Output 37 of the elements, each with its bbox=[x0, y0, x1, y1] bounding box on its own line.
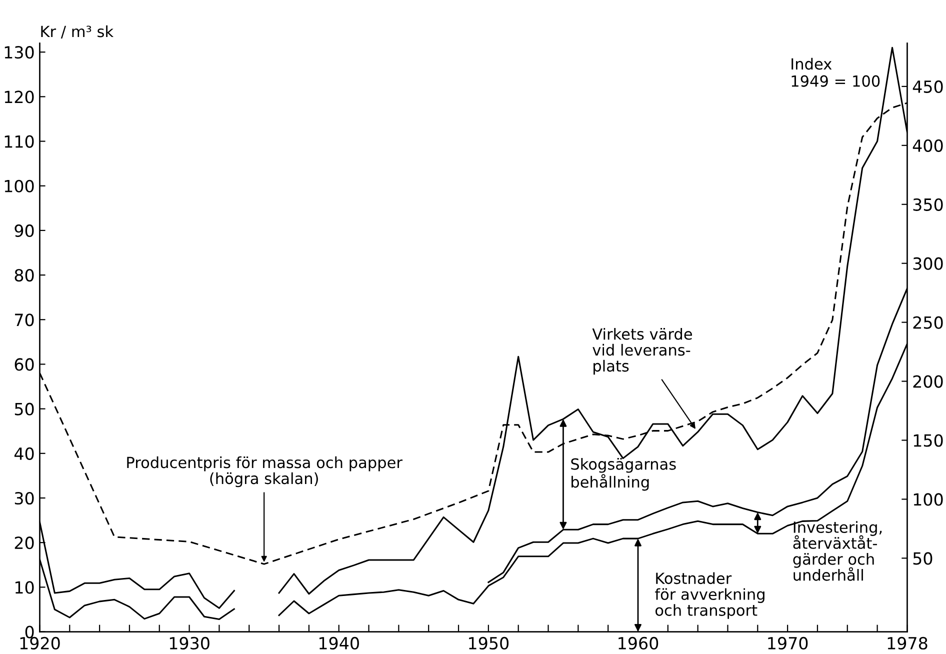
y-tick-label: 80 bbox=[14, 269, 34, 282]
y2-tick-label: 400 bbox=[912, 139, 943, 152]
y-tick-label: 10 bbox=[15, 581, 34, 594]
y2-tick-label: 250 bbox=[913, 316, 943, 329]
x-tick-label: 1978 bbox=[888, 636, 928, 650]
x-tick-label: 1960 bbox=[618, 636, 658, 650]
y-axis-title: Kr / m³ sk bbox=[41, 25, 114, 38]
y-tick-label: 20 bbox=[14, 536, 34, 550]
y2-axis-title: Index 1949 = 100 bbox=[792, 58, 880, 87]
annotation: Virkets värde vid leverans- plats bbox=[592, 328, 692, 375]
x-tick-label: 1930 bbox=[170, 636, 210, 650]
y2-tick-label: 300 bbox=[913, 257, 943, 270]
y-tick-label: 40 bbox=[14, 447, 34, 460]
y-tick-label: 50 bbox=[14, 402, 34, 416]
x-tick-label: 1940 bbox=[319, 636, 359, 650]
annotation: Producentpris för massa och papper (högra skalan) bbox=[127, 456, 402, 488]
y-tick-label: 130 bbox=[4, 46, 34, 59]
y2-tick-label: 200 bbox=[913, 375, 943, 388]
x-tick-label: 1970 bbox=[768, 636, 808, 650]
y-tick-label: 70 bbox=[15, 314, 34, 326]
y2-tick-label: 450 bbox=[912, 80, 943, 94]
y-tick-label: 60 bbox=[14, 358, 34, 371]
y-tick-label: 30 bbox=[14, 492, 34, 505]
annotation: Investering, återväxtåt- gärder och underhåll bbox=[793, 521, 882, 581]
x-tick-label: 1950 bbox=[469, 636, 509, 650]
y-tick-label: 0 bbox=[25, 626, 34, 638]
x-tick-label: 1920 bbox=[20, 636, 60, 650]
y-tick-label: 120 bbox=[4, 90, 34, 104]
y2-tick-label: 150 bbox=[914, 434, 943, 447]
y-tick-label: 110 bbox=[4, 135, 34, 148]
annotation: Skogsägarnas behållning bbox=[571, 458, 676, 491]
annotation: Kostnader för avverkning och transport bbox=[655, 572, 764, 619]
y2-tick-label: 350 bbox=[913, 198, 943, 211]
y-tick-label: 100 bbox=[4, 180, 34, 192]
y-tick-label: 90 bbox=[14, 224, 34, 238]
y2-tick-label: 100 bbox=[914, 493, 943, 506]
y2-tick-label: 50 bbox=[913, 552, 932, 565]
